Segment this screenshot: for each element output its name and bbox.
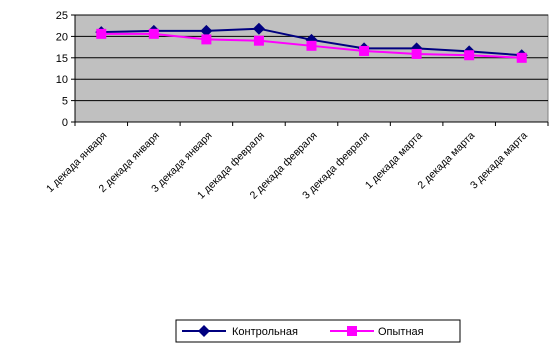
data-point: [411, 48, 422, 59]
y-axis-ticks: 0 5 10 15 20 25: [56, 10, 75, 129]
legend-label: Опытная: [378, 326, 424, 338]
data-point: [464, 50, 475, 61]
x-tick-label: 3 декада марта: [468, 130, 530, 192]
legend-marker: [198, 325, 210, 337]
legend-box: [175, 319, 461, 343]
y-tick-label: 15: [56, 53, 68, 65]
data-point: [253, 35, 264, 46]
legend-label: Контрольная: [232, 326, 298, 338]
y-tick-label: 20: [56, 31, 68, 43]
series-2: [96, 28, 527, 63]
data-point: [306, 40, 317, 51]
y-tick-label: 0: [62, 117, 68, 129]
legend-marker: [347, 326, 357, 336]
data-point: [201, 34, 212, 45]
data-point: [252, 22, 265, 35]
data-point: [148, 28, 159, 39]
gridlines: [75, 14, 548, 102]
legend: Контрольная Опытная: [175, 319, 461, 343]
data-point: [96, 28, 107, 39]
data-point: [516, 52, 527, 63]
y-tick-label: 10: [56, 74, 68, 86]
data-point: [359, 45, 370, 56]
data-point: [200, 24, 213, 37]
y-tick-label: 25: [56, 10, 68, 22]
series-group: [95, 22, 528, 63]
y-tick-label: 5: [62, 96, 68, 108]
